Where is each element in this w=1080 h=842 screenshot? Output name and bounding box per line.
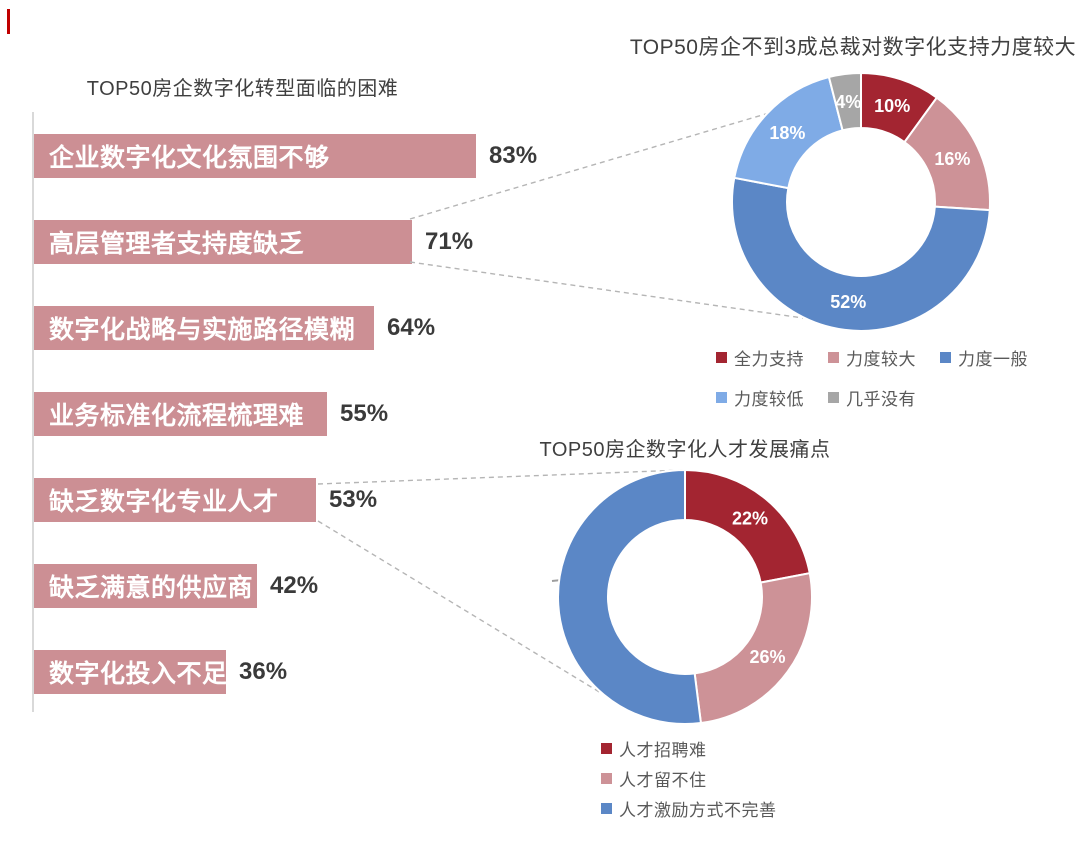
bar-row: 数字化投入不足 36%: [34, 650, 634, 694]
bar-chart-title: TOP50房企数字化转型面临的困难: [86, 78, 399, 100]
legend-swatch: [828, 352, 839, 363]
legend-label: 人才招聘难: [619, 741, 707, 760]
donut-slice-人才招聘难: [684, 468, 811, 584]
bar-fill: 缺乏数字化专业人才: [34, 478, 316, 522]
legend-item: 全力支持: [716, 345, 804, 370]
legend-label: 几乎没有: [846, 390, 916, 409]
legend-label: 力度较低: [734, 390, 804, 409]
bar-fill: 业务标准化流程梳理难: [34, 392, 327, 436]
bar-label: 数字化投入不足: [49, 660, 228, 688]
slice-percent-label: 4%: [835, 92, 861, 112]
donut-slice-全力支持: [860, 71, 939, 144]
legend-item: 人才招聘难: [601, 736, 777, 761]
bar-label: 高层管理者支持度缺乏: [49, 230, 305, 258]
legend-swatch: [601, 743, 612, 754]
legend-item: 人才留不住: [601, 766, 777, 791]
bar-value: 36%: [239, 658, 288, 685]
bar-row: 缺乏数字化专业人才 53%: [34, 478, 634, 522]
page-margin-red-tick: [7, 9, 10, 34]
legend-label: 力度较大: [846, 350, 916, 369]
bar-label: 缺乏满意的供应商: [49, 574, 254, 602]
slice-percent-label: 16%: [934, 149, 970, 169]
legend-swatch: [940, 352, 951, 363]
bar-row: 企业数字化文化氛围不够 83%: [34, 134, 634, 178]
bar-fill: 数字化投入不足: [34, 650, 228, 694]
legend-swatch: [828, 392, 839, 403]
bar-value: 71%: [425, 228, 474, 255]
slice-percent-label: 26%: [749, 647, 785, 667]
legend-swatch: [716, 352, 727, 363]
donut-slice-力度较低: [733, 75, 844, 190]
bar-label: 企业数字化文化氛围不够: [49, 144, 330, 172]
legend-item: 力度较低: [716, 385, 804, 410]
bar-fill: 企业数字化文化氛围不够: [34, 134, 476, 178]
bar-value: 64%: [387, 314, 436, 341]
bar-value: 55%: [340, 400, 389, 427]
bar-label: 缺乏数字化专业人才: [49, 488, 279, 516]
donut-talent-title: TOP50房企数字化人才发展痛点: [539, 439, 831, 461]
legend-label: 人才激励方式不完善: [619, 801, 777, 820]
bar-value: 53%: [329, 486, 378, 513]
donut-slice-力度一般: [731, 176, 991, 332]
bar-row: 高层管理者支持度缺乏 71%: [34, 220, 634, 264]
donut-talent-legend: 人才招聘难 人才留不住 人才激励方式不完善: [601, 736, 777, 821]
bar-label: 业务标准化流程梳理难: [49, 402, 305, 430]
bar-row: 缺乏满意的供应商 42%: [34, 564, 634, 608]
bar-value: 42%: [270, 572, 319, 599]
legend-swatch: [601, 773, 612, 784]
donut-slice-人才留不住: [693, 572, 813, 725]
donut-support-title: TOP50房企不到3成总裁对数字化支持力度较大: [629, 36, 1077, 59]
bar-fill: 数字化战略与实施路径模糊: [34, 306, 374, 350]
slice-percent-label: 22%: [732, 508, 768, 528]
legend-item: 力度一般: [940, 345, 1028, 370]
slice-percent-label: 52%: [830, 292, 866, 312]
legend-item: 人才激励方式不完善: [601, 796, 777, 821]
legend-label: 人才留不住: [619, 771, 707, 790]
donut-slice-力度较大: [903, 96, 991, 212]
legend-item: 力度较大: [828, 345, 916, 370]
y-axis-line: [32, 112, 34, 712]
legend-label: 全力支持: [734, 350, 804, 369]
bar-row: 数字化战略与实施路径模糊 64%: [34, 306, 634, 350]
legend-label: 力度一般: [958, 350, 1028, 369]
legend-swatch: [601, 803, 612, 814]
donut-support-legend: 全力支持 力度较大 力度一般 力度较低 几乎没有: [716, 345, 1048, 410]
legend-swatch: [716, 392, 727, 403]
bar-row: 业务标准化流程梳理难 55%: [34, 392, 634, 436]
bar-fill: 高层管理者支持度缺乏: [34, 220, 412, 264]
legend-item: 几乎没有: [828, 385, 916, 410]
slice-percent-label: 10%: [874, 96, 910, 116]
donut-slice-几乎没有: [827, 71, 862, 132]
bar-fill: 缺乏满意的供应商: [34, 564, 257, 608]
bar-value: 83%: [489, 142, 538, 169]
slice-percent-label: 18%: [769, 123, 805, 143]
donut-support-chart: 10% 16% 52% 18% 4%: [731, 71, 991, 332]
bar-label: 数字化战略与实施路径模糊: [49, 316, 356, 344]
